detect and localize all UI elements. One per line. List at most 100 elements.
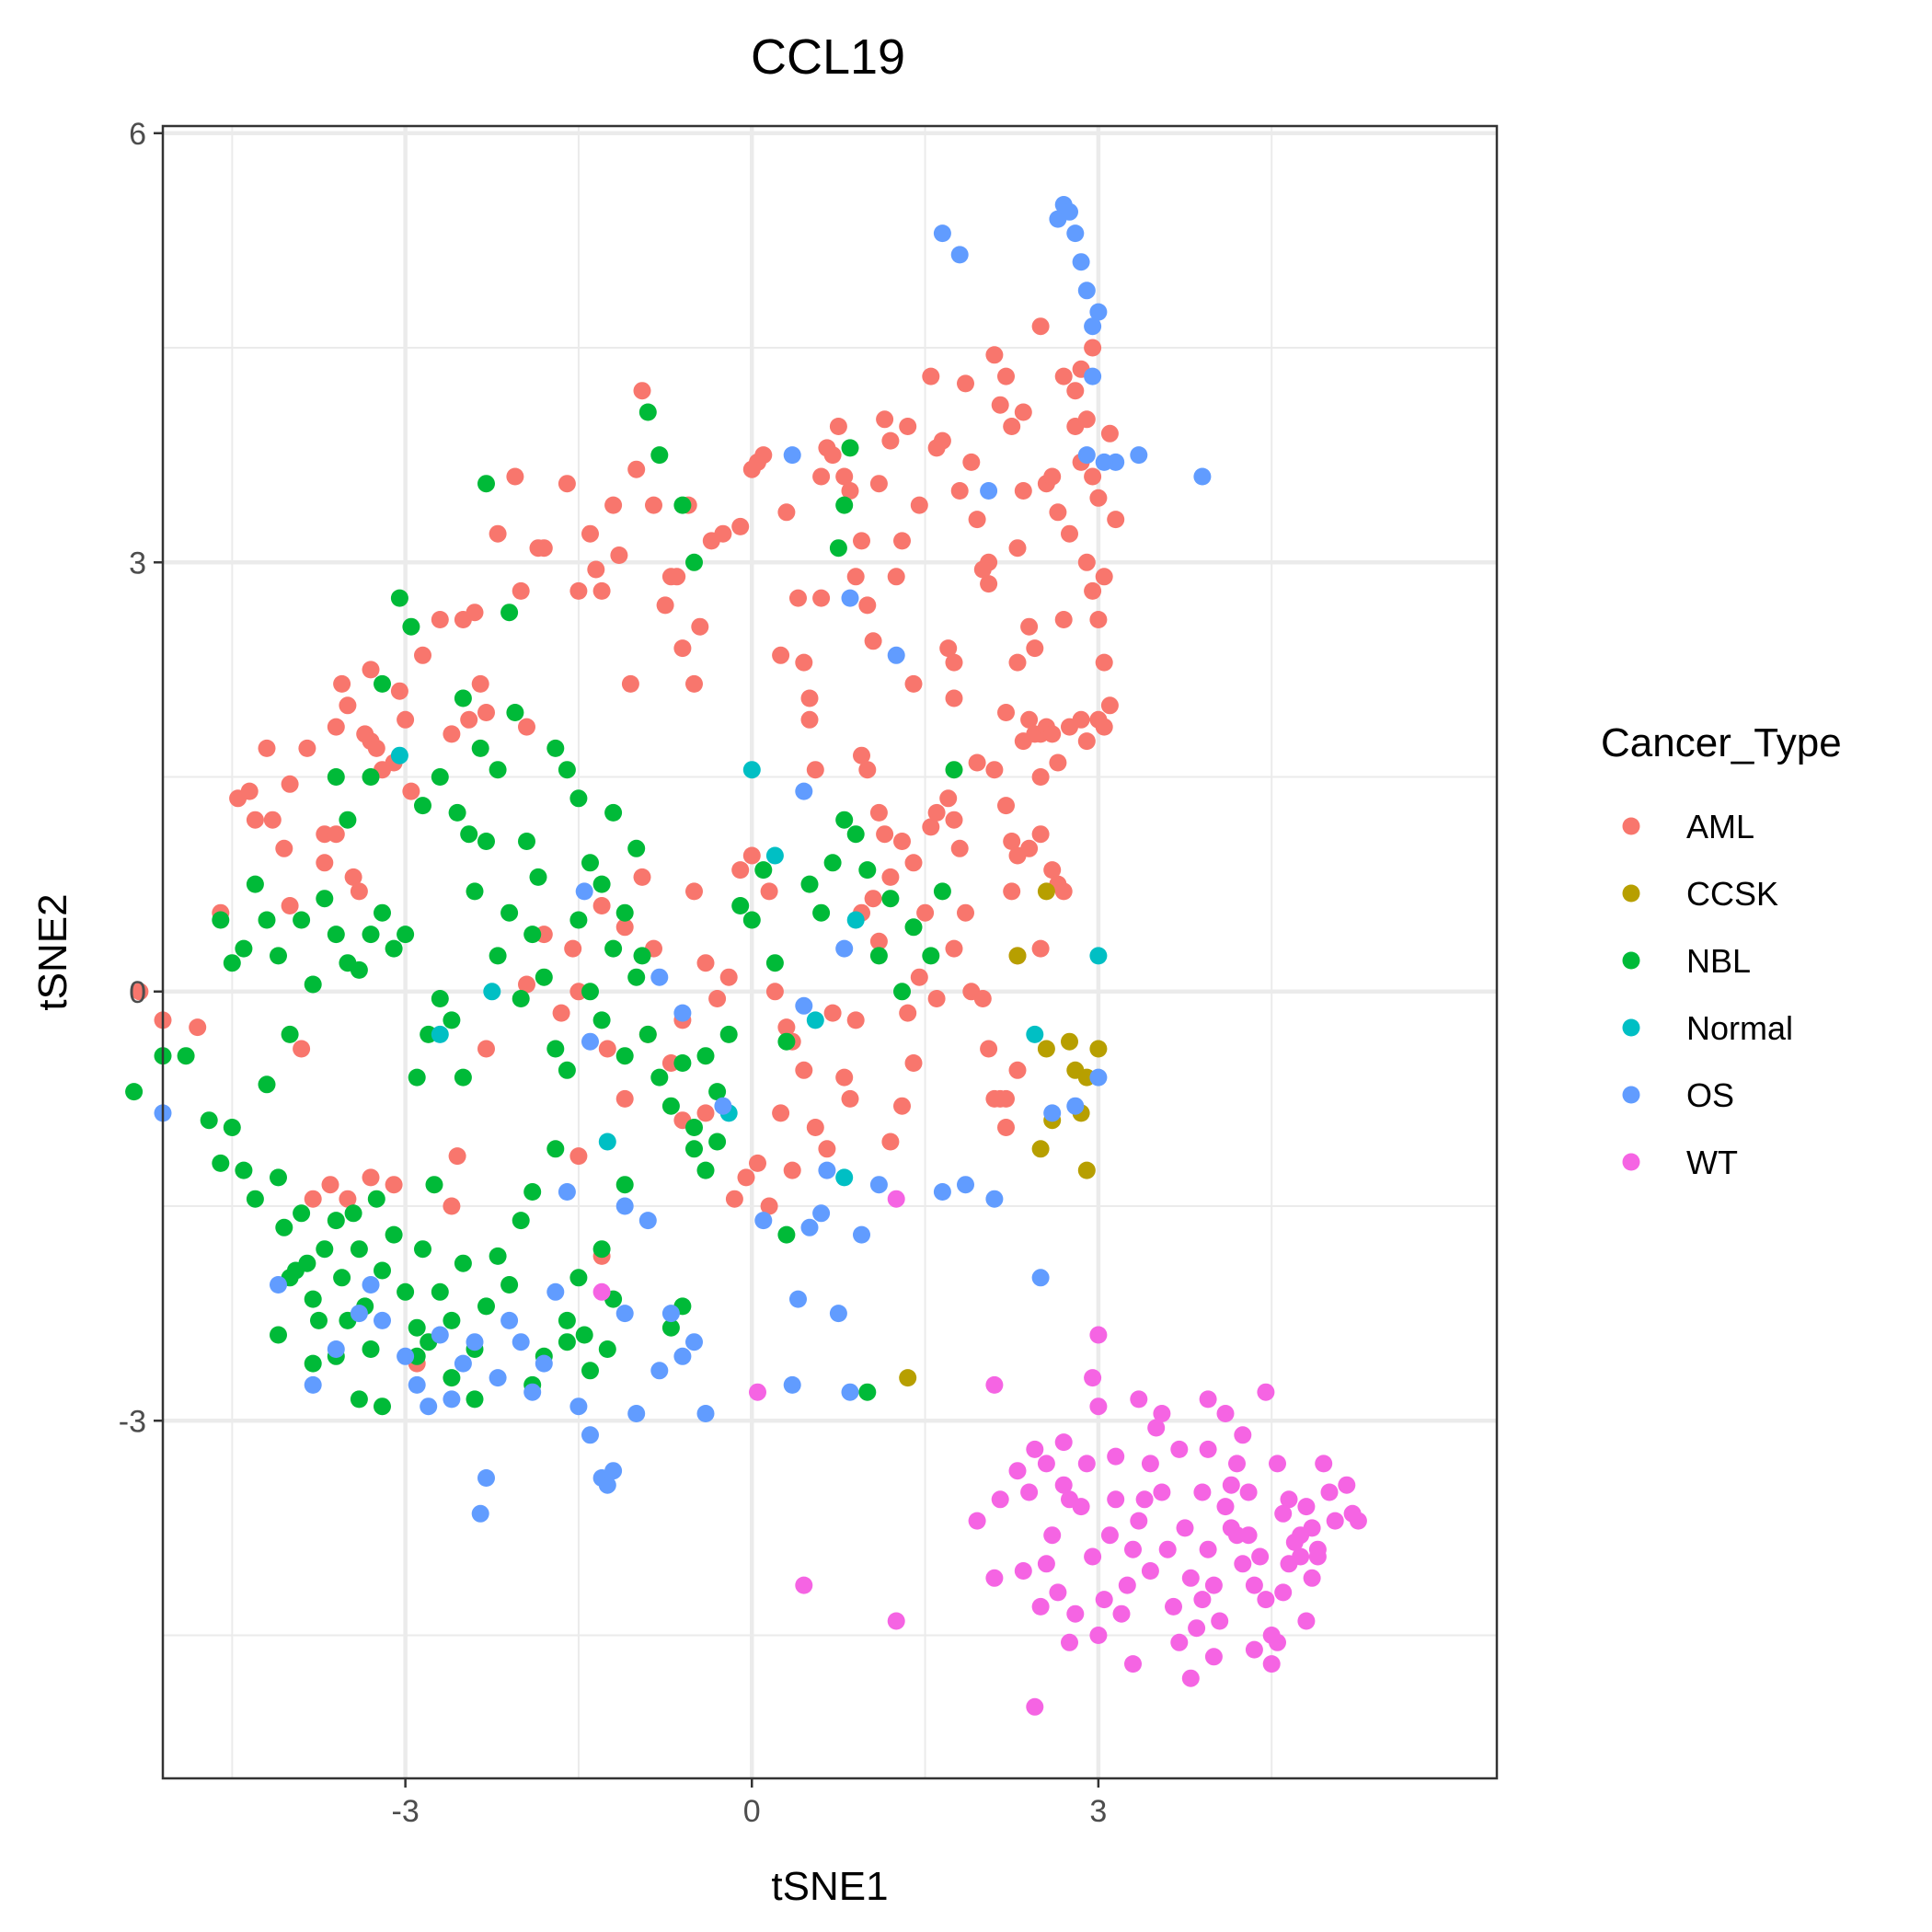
data-point-aml <box>1077 553 1096 571</box>
chart-title: CCL19 <box>751 29 905 85</box>
data-point-nbl <box>673 496 692 514</box>
data-point-aml <box>281 775 299 793</box>
data-point-nbl <box>477 833 495 850</box>
data-point-wt <box>1158 1540 1177 1558</box>
data-point-aml <box>321 1176 339 1194</box>
y-tick-label: 6 <box>129 117 146 152</box>
data-point-aml <box>876 410 894 429</box>
data-point-os <box>841 1383 859 1401</box>
data-point-normal <box>806 1011 824 1029</box>
data-point-aml <box>777 503 796 522</box>
data-point-os <box>575 882 593 901</box>
data-point-nbl <box>362 768 380 786</box>
data-point-nbl <box>304 975 322 994</box>
data-point-wt <box>1245 1640 1263 1659</box>
data-point-wt <box>1228 1526 1246 1545</box>
legend-label-wt: WT <box>1686 1144 1738 1181</box>
data-point-aml <box>1014 403 1032 421</box>
data-point-wt <box>749 1383 766 1401</box>
data-point-nbl <box>448 803 466 822</box>
data-point-wt <box>1153 1405 1171 1422</box>
data-point-nbl <box>350 1390 368 1409</box>
data-point-aml <box>1077 732 1096 751</box>
data-point-nbl <box>650 446 669 465</box>
data-point-os <box>638 1212 657 1230</box>
data-point-nbl <box>500 903 519 922</box>
data-point-wt <box>1008 1462 1027 1480</box>
data-point-wt <box>1124 1540 1142 1558</box>
data-point-aml <box>846 1011 865 1029</box>
data-point-nbl <box>708 1133 727 1151</box>
data-point-aml <box>806 761 824 779</box>
x-tick-label: 0 <box>743 1794 761 1829</box>
legend-key-normal <box>1622 1018 1640 1037</box>
data-point-os <box>535 1354 553 1373</box>
data-point-nbl <box>731 897 750 914</box>
data-point-aml <box>893 532 911 550</box>
data-point-nbl <box>615 903 634 922</box>
data-point-aml <box>1008 1061 1027 1079</box>
data-point-aml <box>904 854 923 872</box>
data-point-aml <box>1100 424 1119 443</box>
data-point-aml <box>795 653 813 672</box>
data-point-aml <box>1008 539 1027 558</box>
data-point-aml <box>1003 882 1021 901</box>
data-point-aml <box>1049 753 1067 772</box>
data-point-aml <box>980 553 998 571</box>
data-point-nbl <box>350 1240 368 1259</box>
data-point-wt <box>1141 1562 1159 1580</box>
data-point-aml <box>1066 382 1085 400</box>
legend: Cancer_Type AML CCSK NBL Normal OS WT <box>1601 720 1842 1181</box>
data-point-nbl <box>604 939 623 958</box>
data-point-nbl <box>385 939 403 958</box>
data-point-wt <box>1118 1576 1136 1594</box>
data-point-os <box>696 1405 715 1422</box>
data-point-aml <box>466 604 484 622</box>
data-point-nbl <box>835 811 854 829</box>
data-point-os <box>397 1347 415 1365</box>
data-point-wt <box>1262 1655 1281 1673</box>
data-point-nbl <box>535 968 553 986</box>
data-point-aml <box>615 918 634 937</box>
data-point-nbl <box>708 1083 727 1101</box>
data-point-aml <box>443 725 461 743</box>
x-tick-label: -3 <box>392 1794 420 1829</box>
data-point-aml <box>823 1004 842 1022</box>
data-point-nbl <box>454 1254 472 1272</box>
data-point-aml <box>841 482 859 500</box>
data-point-aml <box>362 1168 380 1187</box>
data-point-nbl <box>270 1168 287 1187</box>
data-point-aml <box>1054 611 1073 628</box>
data-point-aml <box>795 1061 813 1079</box>
data-point-os <box>569 1397 588 1416</box>
data-point-aml <box>772 646 790 664</box>
data-point-wt <box>985 1375 1004 1394</box>
data-point-aml <box>448 1147 466 1166</box>
data-point-aml <box>846 568 865 586</box>
data-point-ccsk <box>1061 1032 1078 1051</box>
data-point-wt <box>795 1576 813 1594</box>
data-point-aml <box>587 560 605 579</box>
data-point-aml <box>737 1168 755 1187</box>
data-point-os <box>957 1176 974 1194</box>
data-point-aml <box>991 1089 1009 1108</box>
data-point-os <box>304 1375 322 1394</box>
data-point-os <box>714 1097 732 1115</box>
data-point-aml <box>1084 467 1102 486</box>
data-point-nbl <box>339 811 357 829</box>
data-point-nbl <box>374 1261 391 1280</box>
data-point-nbl <box>546 739 565 757</box>
data-point-aml <box>973 990 992 1007</box>
data-point-os <box>1077 446 1096 465</box>
data-point-normal <box>390 746 408 765</box>
data-point-aml <box>477 704 495 721</box>
data-point-wt <box>1234 1555 1252 1573</box>
data-point-nbl <box>333 1269 351 1287</box>
data-point-os <box>1072 253 1090 271</box>
data-point-aml <box>367 739 385 757</box>
data-point-wt <box>1054 1433 1073 1452</box>
data-point-aml <box>950 482 969 500</box>
data-point-aml <box>691 617 709 636</box>
legend-key-aml <box>1622 817 1640 835</box>
